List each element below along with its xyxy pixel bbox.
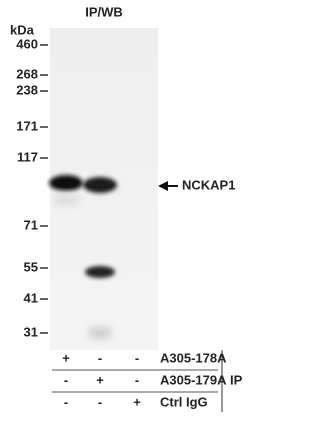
cell: +	[62, 350, 70, 365]
cell: -	[98, 350, 102, 365]
unit-label: kDa	[10, 22, 35, 37]
marker-label: 55	[24, 259, 38, 274]
cell: -	[64, 394, 68, 409]
row-label: Ctrl IgG	[160, 394, 208, 409]
marker-label: 238	[16, 82, 38, 97]
title: IP/WB	[85, 4, 123, 19]
cell: +	[133, 394, 141, 409]
bands	[49, 175, 117, 339]
marker-label: 71	[24, 217, 38, 232]
row-label: A305-179A	[160, 372, 227, 387]
cell: -	[64, 372, 68, 387]
marker-label: 41	[24, 290, 38, 305]
cell: -	[135, 372, 139, 387]
marker-label: 31	[24, 324, 38, 339]
marker-label: 117	[17, 149, 38, 164]
cell: +	[96, 372, 104, 387]
arrow-head	[158, 181, 168, 191]
group-label: IP	[230, 372, 243, 387]
cell: -	[98, 394, 102, 409]
marker-label: 268	[16, 66, 38, 81]
marker-label: 171	[16, 118, 38, 133]
cell: -	[135, 350, 139, 365]
marker-label: 460	[16, 36, 38, 51]
row-label: A305-178A	[160, 350, 227, 365]
target-label: NCKAP1	[182, 177, 235, 192]
